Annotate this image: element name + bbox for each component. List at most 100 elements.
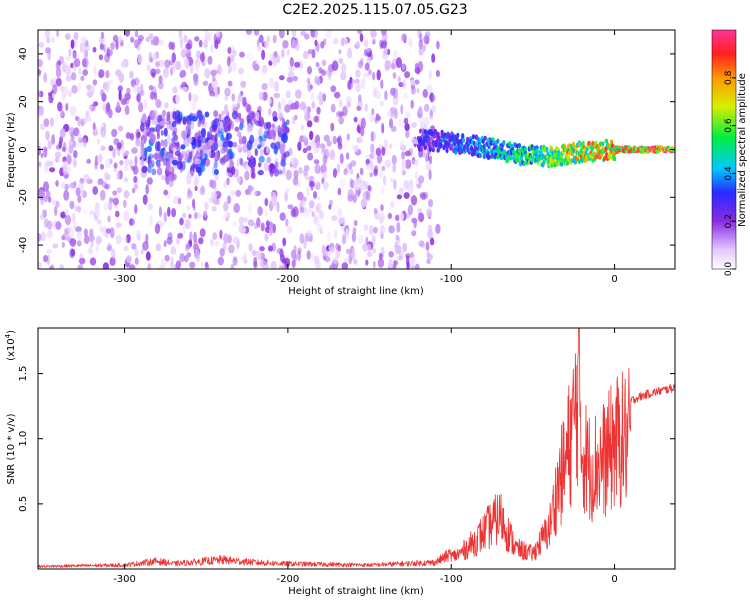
spectrogram-cell [321, 144, 326, 154]
spectrogram-cell [286, 119, 290, 126]
spectrogram-cell [101, 103, 108, 111]
spectrogram-cell [280, 98, 286, 106]
spectrogram-cell [142, 166, 148, 172]
snr-y-axis-label: SNR (10 * v/v) [6, 413, 17, 484]
spectrogram-cell [250, 172, 256, 179]
spectrogram-cell [145, 184, 149, 195]
spectrogram-cell [373, 207, 378, 215]
spectrogram-cell [212, 69, 219, 75]
spectrogram-cell [176, 160, 183, 170]
spectrogram-ridge-cell [585, 146, 589, 152]
spectrogram-cell [313, 255, 320, 264]
spectrogram-cell [343, 168, 348, 176]
spectrogram-cell [277, 107, 283, 118]
spectrogram-cell [314, 39, 318, 47]
spectrogram-cell [100, 189, 106, 201]
spectrogram-cell [309, 130, 314, 141]
spectrogram-cell [403, 192, 410, 199]
spectrogram-cell [79, 42, 85, 54]
spectrogram-cell [200, 52, 205, 63]
spectrogram-cell [393, 260, 397, 269]
spectrogram-cell [403, 180, 410, 190]
spectrogram-cell [338, 116, 345, 125]
spectrogram-cell [329, 149, 336, 161]
spectrogram-cell [335, 243, 340, 250]
spectrogram-cell [210, 44, 214, 53]
spectrogram-cell [156, 167, 163, 176]
spectrogram-cell [302, 50, 309, 60]
spectrogram-cell [308, 180, 315, 188]
spectrogram-cell [435, 70, 440, 77]
spectrogram-cell [146, 251, 151, 261]
spectrogram-cell [226, 177, 230, 186]
spectrogram-cell [348, 163, 353, 170]
spectrogram-cell [186, 205, 191, 212]
spectrogram-cell [129, 264, 136, 269]
spectrogram-cell [372, 35, 376, 44]
spectrogram-cell [82, 58, 87, 66]
spectrogram-cell [359, 33, 364, 42]
spectrogram-cell [379, 167, 383, 179]
spectrogram-ridge-cell [428, 147, 432, 152]
spectrogram-cell [45, 190, 51, 199]
spectrogram-cell [363, 39, 369, 48]
spectrogram-cell [64, 214, 72, 226]
spectrogram-cell [315, 202, 322, 213]
spectrogram-cell [254, 137, 261, 147]
spectrogram-cell [54, 151, 62, 158]
spectrogram-cell [355, 41, 360, 49]
colorbar-tick-label: 0.4 [724, 166, 734, 181]
spectrogram-cell [84, 43, 90, 52]
y-tick-label: 0.5 [18, 496, 29, 512]
spectrogram-cell [412, 159, 419, 165]
spectrogram-cell [220, 127, 225, 136]
spectrogram-cell [389, 143, 393, 149]
spectrogram-cell [61, 235, 66, 241]
spectrogram-cell [61, 182, 66, 189]
spectrogram-cell [171, 52, 176, 63]
spectrogram-cell [145, 36, 151, 43]
spectrogram-cell [164, 59, 171, 69]
spectrogram-cell [407, 204, 414, 216]
spectrogram-cell [43, 147, 48, 158]
spectrogram-cell [417, 30, 422, 39]
spectrogram-cell [188, 151, 193, 160]
spectrogram-cell [100, 145, 106, 152]
spectrogram-cell [239, 122, 244, 131]
spectrogram-cell [390, 177, 394, 183]
spectrogram-cell [316, 141, 320, 149]
spectrogram-cell [42, 181, 50, 192]
spectrogram-cell [38, 145, 42, 156]
spectrogram-cell [395, 57, 402, 69]
spectrogram-cell [384, 90, 388, 101]
spectrogram-cell [123, 177, 129, 183]
snr-ticks: -300 -200 -100 0 0.5 1.0 1.5 [18, 328, 675, 585]
spectrogram-cell [129, 218, 133, 226]
spectrogram-cell [323, 38, 327, 46]
spectrogram-cell [360, 117, 366, 129]
spectrogram-cell [151, 160, 155, 168]
spectrogram-cell [392, 72, 397, 79]
spectrogram-cell [96, 219, 102, 225]
spectrogram-cell [61, 146, 66, 152]
spectrogram-cell [65, 56, 72, 61]
spectrogram-cell [281, 142, 286, 150]
snr-panel: -300 -200 -100 0 0.5 1.0 1.5 Height of straigh… [4, 327, 676, 597]
spectrogram-cell [86, 158, 91, 164]
spectrogram-cell [326, 140, 332, 147]
spectrogram-cell [49, 167, 56, 173]
spectrogram-cell [133, 84, 137, 94]
spectrogram-cell [257, 162, 262, 168]
spectrogram-cell [224, 87, 231, 97]
spectrogram-cell [285, 90, 291, 99]
spectrogram-cell [349, 179, 355, 189]
spectrogram-cell [55, 221, 62, 230]
spectrogram-cell [167, 206, 171, 217]
spectrogram-cell [151, 118, 158, 125]
spectrogram-cell [168, 41, 173, 50]
spectrogram-cell [402, 92, 409, 100]
spectrogram-cell [263, 161, 269, 172]
spectrogram-cell [219, 158, 224, 164]
spectrogram-cell [393, 50, 398, 58]
spectrogram-cell [146, 145, 152, 153]
